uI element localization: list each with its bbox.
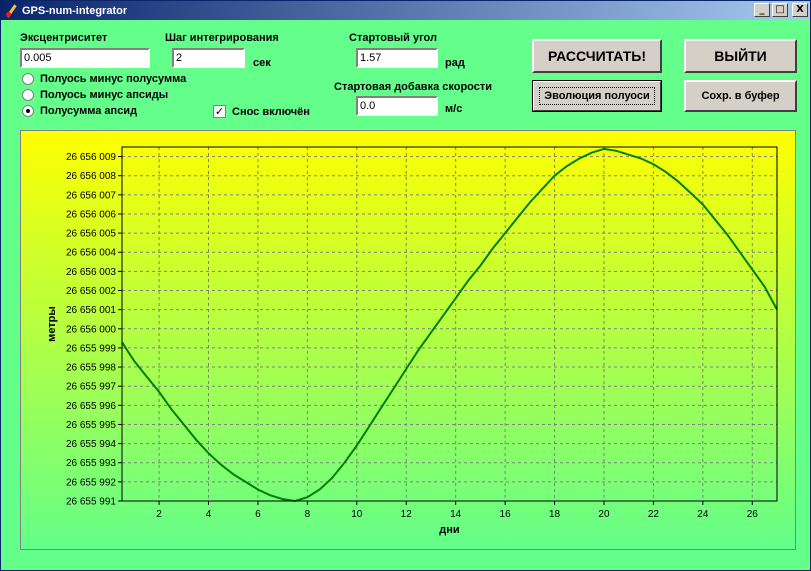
start-angle-input[interactable]: 1.57 xyxy=(356,48,438,68)
radio-button-icon xyxy=(22,73,34,85)
checkmark-icon: ✓ xyxy=(213,105,226,118)
y-tick-label: 26 656 002 xyxy=(66,286,116,297)
x-tick-label: 20 xyxy=(598,509,610,520)
speed-add-label: Стартовая добавка скорости xyxy=(334,81,493,93)
x-tick-label: 26 xyxy=(747,509,759,520)
radio-button-icon xyxy=(22,89,34,101)
y-axis-label: метры xyxy=(46,306,58,342)
maximize-button[interactable]: □ xyxy=(772,3,788,17)
radio-semiaxis-minus-halfsum[interactable]: Полуось минус полусумма xyxy=(22,73,186,85)
window-title: GPS-num-integrator xyxy=(22,4,128,17)
y-tick-label: 26 655 992 xyxy=(66,477,116,488)
series-line xyxy=(121,147,778,503)
close-button[interactable]: X xyxy=(792,3,808,17)
speed-add-input[interactable]: 0.0 xyxy=(356,96,438,116)
radio-label: Полусумма апсид xyxy=(40,105,138,117)
step-input[interactable]: 2 xyxy=(172,48,245,68)
y-tick-label: 26 655 993 xyxy=(66,458,116,469)
y-tick-label: 26 656 003 xyxy=(66,267,116,278)
eccentricity-input[interactable]: 0.005 xyxy=(20,48,150,68)
x-tick-label: 10 xyxy=(351,509,363,520)
x-tick-label: 14 xyxy=(450,509,462,520)
radio-label: Полуось минус апсиды xyxy=(40,89,169,101)
radio-semiaxis-minus-apsides[interactable]: Полуось минус апсиды xyxy=(22,89,168,101)
x-tick-label: 12 xyxy=(401,509,413,520)
x-tick-label: 22 xyxy=(648,509,660,520)
y-tick-label: 26 655 998 xyxy=(66,363,116,374)
semiaxis-chart: 26 655 991 26 655 992 26 655 993 26 655 994… xyxy=(21,131,795,549)
x-tick-label: 18 xyxy=(549,509,561,520)
minimize-button[interactable]: _ xyxy=(754,3,770,17)
step-unit: сек xyxy=(253,57,271,69)
x-tick-label: 8 xyxy=(305,509,311,520)
start-angle-unit: рад xyxy=(445,57,465,69)
x-axis-label: дни xyxy=(439,524,459,536)
exit-button[interactable]: ВЫЙТИ xyxy=(684,39,797,73)
x-tick-label: 24 xyxy=(697,509,709,520)
x-tick-label: 2 xyxy=(156,509,162,520)
y-tick-label: 26 656 009 xyxy=(66,152,116,163)
y-tick-label: 26 655 995 xyxy=(66,420,116,431)
y-tick-label: 26 656 004 xyxy=(66,248,116,259)
y-tick-label: 26 656 005 xyxy=(66,229,116,240)
chart-panel: 26 655 991 26 655 992 26 655 993 26 655 994… xyxy=(20,130,796,550)
speed-add-unit: м/с xyxy=(445,103,463,115)
app-icon xyxy=(4,4,18,18)
x-tick-label: 16 xyxy=(500,509,512,520)
y-tick-label: 26 655 994 xyxy=(66,439,116,450)
y-tick-label: 26 656 007 xyxy=(66,190,116,201)
eccentricity-label: Эксцентриситет xyxy=(20,32,108,44)
radio-button-selected-icon xyxy=(22,105,34,117)
client-area: Эксцентриситет 0.005 Шаг интегрирования … xyxy=(1,20,810,570)
title-bar[interactable]: GPS-num-integrator _ □ X xyxy=(1,1,810,20)
x-tick-label: 6 xyxy=(255,509,261,520)
calculate-button[interactable]: РАССЧИТАТЬ! xyxy=(532,39,662,73)
y-tick-label: 26 656 006 xyxy=(66,209,116,220)
x-tick-label: 4 xyxy=(206,509,212,520)
evolution-button[interactable]: Эволюция полуоси xyxy=(532,80,662,112)
drift-checkbox[interactable]: ✓ Снос включён xyxy=(213,105,310,118)
drift-label: Снос включён xyxy=(232,105,310,118)
y-tick-label: 26 655 999 xyxy=(66,343,116,354)
copy-to-buffer-button[interactable]: Сохр. в буфер xyxy=(684,80,797,112)
y-tick-label: 26 656 001 xyxy=(66,305,116,316)
y-tick-label: 26 655 997 xyxy=(66,382,116,393)
step-label: Шаг интегрирования xyxy=(165,32,279,44)
y-tick-label: 26 655 996 xyxy=(66,401,116,412)
radio-label: Полуось минус полусумма xyxy=(40,73,187,85)
y-tick-label: 26 656 000 xyxy=(66,324,116,335)
window-controls: _ □ X xyxy=(754,3,808,17)
start-angle-label: Стартовый угол xyxy=(349,32,437,44)
plot-border xyxy=(121,146,778,502)
y-tick-label: 26 656 008 xyxy=(66,171,116,182)
evolution-button-label: Эволюция полуоси xyxy=(539,87,655,105)
radio-apsides-halfsum[interactable]: Полусумма апсид xyxy=(22,105,137,117)
chart-background xyxy=(21,131,795,549)
y-tick-label: 26 655 991 xyxy=(66,497,116,508)
